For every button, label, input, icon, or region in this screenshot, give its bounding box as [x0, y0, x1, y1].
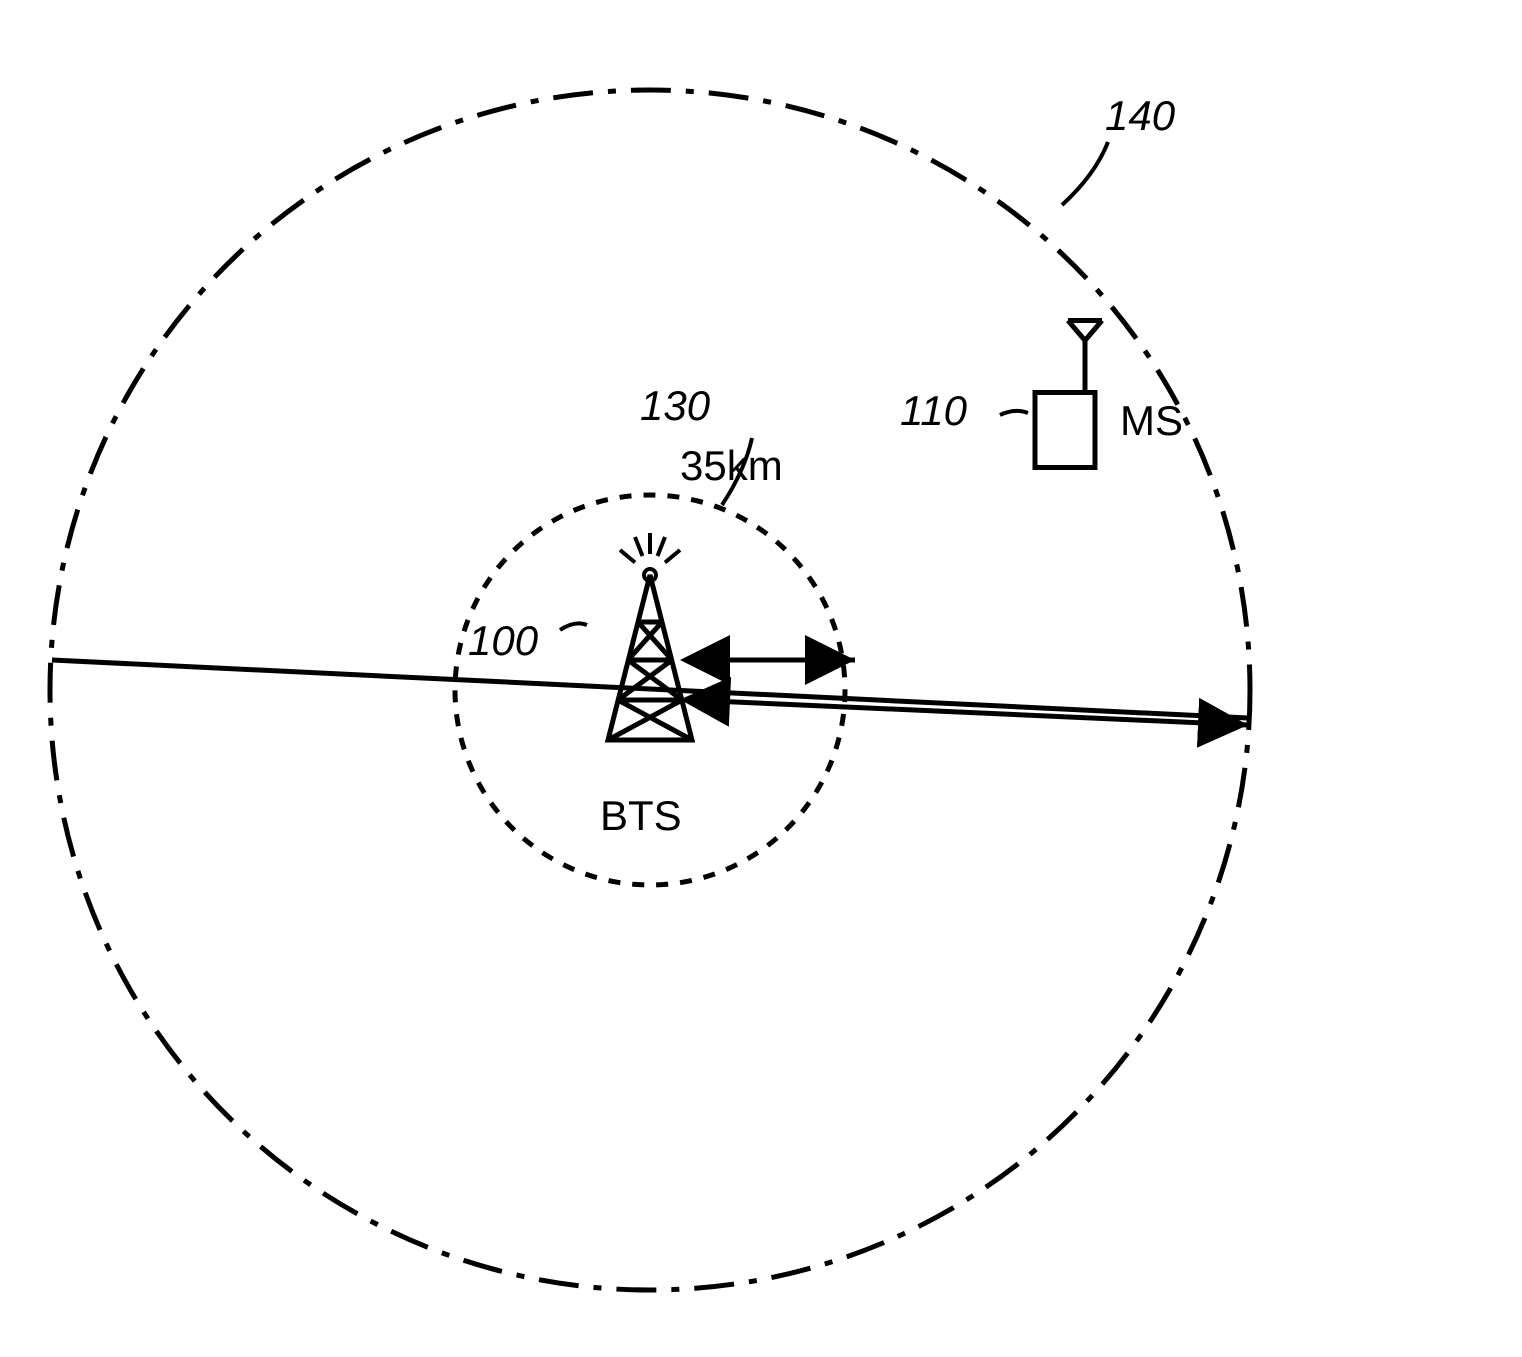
- leader-100: [560, 623, 587, 630]
- ref-label-140: 140: [1105, 92, 1176, 139]
- ms-device-icon: [1035, 321, 1102, 468]
- ref-label-110: 110: [900, 387, 968, 434]
- bts-text-label: BTS: [600, 792, 682, 839]
- ms-text-label: MS: [1120, 397, 1183, 444]
- distance-label: 35km: [680, 442, 783, 489]
- ref-label-130: 130: [640, 382, 711, 429]
- leader-140: [1062, 142, 1108, 205]
- leader-110: [1000, 411, 1028, 415]
- diameter-line: [52, 660, 1248, 718]
- cellular-coverage-diagram: 140 130 35km 100 BTS 110 MS: [0, 0, 1522, 1357]
- bts-tower-icon: [608, 533, 692, 740]
- ref-label-100: 100: [468, 617, 539, 664]
